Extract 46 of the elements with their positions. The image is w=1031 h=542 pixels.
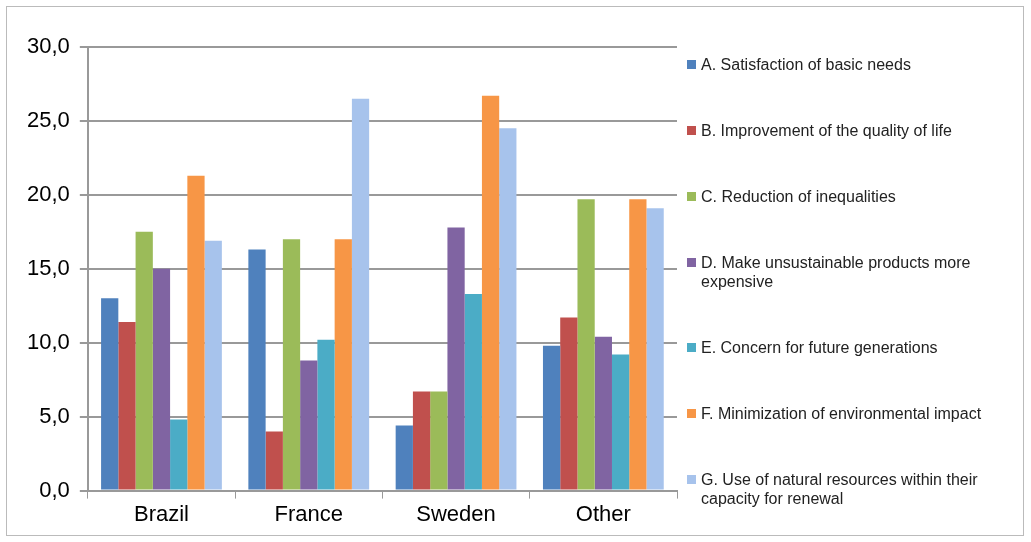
bar (577, 199, 595, 490)
bar (629, 199, 647, 490)
bar (101, 298, 119, 490)
bar (300, 360, 318, 490)
legend-label: F. Minimization of environmental impact (701, 403, 982, 423)
bar (170, 419, 188, 490)
y-tick-label: 10,0 (26, 328, 70, 354)
bar (395, 425, 413, 490)
y-tick-label: 25,0 (26, 107, 70, 132)
bar (499, 128, 517, 490)
bar (611, 354, 630, 490)
legend-label: B. Improvement of the quality of life (701, 120, 952, 140)
bar (317, 339, 335, 490)
legend-label: A. Satisfaction of basic needs (701, 54, 911, 74)
bar (447, 227, 465, 490)
x-tick-label: Brazil (133, 500, 189, 526)
bar (152, 268, 171, 490)
y-tick-label: 0,0 (39, 476, 70, 502)
legend-label: C. Reduction of inequalities (701, 186, 896, 206)
x-tick-label: France (274, 500, 343, 526)
y-tick-label: 5,0 (39, 402, 70, 428)
legend-label: E. Concern for future generations (701, 337, 938, 357)
bar (118, 322, 136, 490)
x-tick-label: Sweden (416, 500, 496, 526)
x-tick-label: Other (575, 500, 631, 526)
bar (646, 208, 664, 490)
bar (481, 95, 500, 490)
bar (351, 98, 370, 490)
bar (560, 317, 578, 490)
bar (594, 336, 612, 490)
bar (542, 345, 561, 490)
legend-label: G. Use of natural resources within their capacity for renewal (701, 469, 979, 508)
bar (334, 239, 352, 490)
bar (248, 249, 266, 490)
bar (282, 239, 301, 490)
bar (412, 391, 431, 490)
y-tick-label: 30,0 (26, 33, 70, 59)
bar (204, 240, 222, 490)
bar (135, 231, 153, 490)
y-tick-label: 15,0 (26, 254, 70, 280)
bar (430, 391, 448, 490)
legend-label: D. Make unsustainable products more expensive (701, 252, 972, 291)
bar (187, 175, 205, 490)
y-tick-label: 20,0 (26, 180, 70, 206)
bar (464, 293, 482, 490)
bar (265, 431, 283, 490)
